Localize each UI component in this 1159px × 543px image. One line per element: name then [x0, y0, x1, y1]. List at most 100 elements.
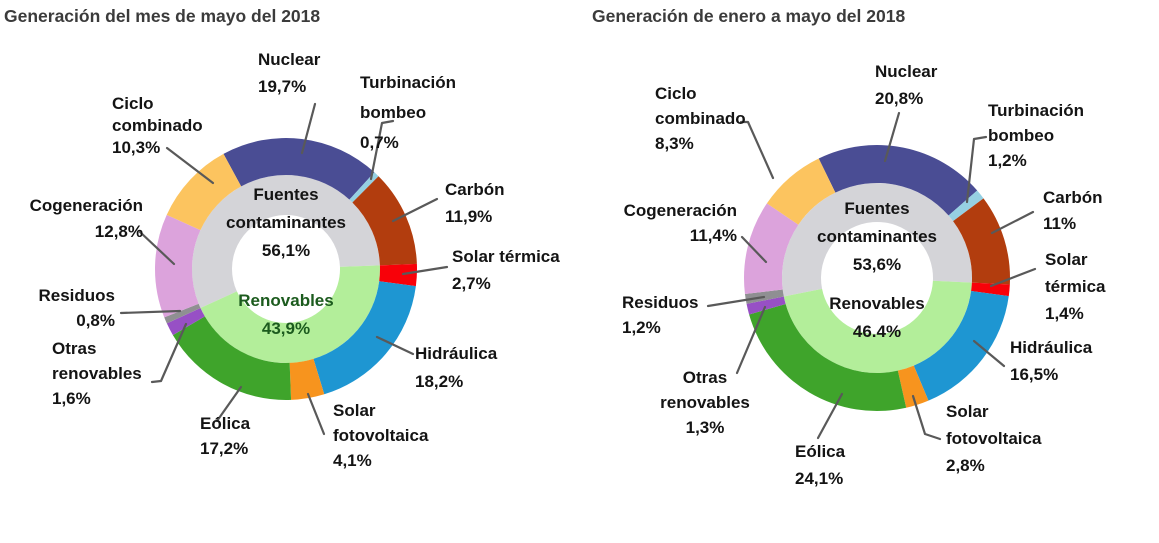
- leader-cogeneracion-0: [138, 230, 176, 266]
- label-line: térmica: [1045, 277, 1106, 296]
- label-line: Solar: [333, 401, 376, 420]
- center-label-line: contaminantes: [226, 213, 346, 232]
- center-label-line: Renovables: [829, 294, 925, 313]
- label-residuos-1: Residuos 1,2%: [622, 290, 699, 340]
- center-label-renovables-1: Renovables 46.4%: [829, 290, 924, 346]
- slice-carbon-1: [953, 198, 1010, 285]
- label-line: 0,7%: [360, 133, 399, 152]
- label-line: Solar térmica: [452, 247, 560, 266]
- label-otras-renovables-0: Otras renovables 1,6%: [52, 336, 142, 411]
- label-line: 10,3%: [112, 138, 161, 157]
- slice-ciclo-combinado-0: [166, 153, 242, 231]
- label-line: Ciclo: [112, 94, 154, 113]
- slice-residuos-0: [164, 303, 201, 324]
- center-label-line: 56,1%: [261, 241, 311, 260]
- leader-otras-renovables-1: [735, 305, 767, 375]
- label-line: 24,1%: [795, 469, 844, 488]
- label-line: Turbinación: [988, 101, 1085, 120]
- label-line: Ciclo: [655, 84, 697, 103]
- label-solar-fotovoltaica-0: Solar fotovoltaica 4,1%: [333, 398, 428, 473]
- inner-ring-renovables-0: [200, 265, 381, 364]
- label-line: renovables: [660, 393, 750, 412]
- slice-ciclo-combinado-1: [766, 158, 836, 225]
- slice-solar-fotovoltaica-0: [289, 358, 325, 400]
- label-line: 0,8%: [76, 311, 115, 330]
- label-line: Solar: [946, 402, 989, 421]
- center-label-line: Renovables: [238, 291, 334, 310]
- label-residuos-0: Residuos 0,8%: [38, 283, 115, 333]
- center-label-renovables-0: Renovables 43,9%: [238, 287, 333, 343]
- slice-eolica-1: [749, 304, 907, 412]
- leader-nuclear-1: [883, 111, 901, 163]
- slice-solar-fotovoltaica-1: [897, 365, 929, 408]
- label-otras-renovables-1: Otras renovables 1,3%: [660, 365, 750, 440]
- label-eolica-0: Eólica 17,2%: [200, 411, 250, 461]
- slice-otras-renovables-0: [166, 308, 205, 336]
- label-line: combinado: [655, 109, 746, 128]
- label-line: Residuos: [622, 293, 699, 312]
- slice-solar-termica-1: [971, 282, 1010, 297]
- label-line: Hidráulica: [1010, 338, 1093, 357]
- slice-hidraulica-0: [313, 281, 416, 395]
- leader-cogeneracion-1: [740, 235, 768, 264]
- leader-nuclear-0: [300, 102, 317, 155]
- slice-otras-renovables-1: [746, 296, 786, 315]
- center-label-line: Fuentes: [253, 185, 319, 204]
- center-label-line: Fuentes: [844, 199, 910, 218]
- label-ciclo-combinado-0: Ciclo combinado 10,3%: [112, 93, 203, 159]
- leader-otras-renovables-0: [150, 322, 188, 384]
- label-line: Eólica: [200, 414, 251, 433]
- leader-hidraulica-0: [375, 335, 415, 356]
- slice-carbon-0: [352, 176, 417, 266]
- leader-solar-fotovoltaica-1: [911, 394, 942, 441]
- label-line: Turbinación: [360, 73, 457, 92]
- center-label-line: 53,6%: [852, 255, 902, 274]
- label-line: 19,7%: [258, 77, 307, 96]
- chart-title-may-2018: Generación del mes de mayo del 2018: [4, 6, 321, 26]
- center-label-line: 46.4%: [852, 322, 902, 341]
- label-turbinacion-bombeo-1: Turbinación bombeo 1,2%: [988, 98, 1084, 173]
- label-line: 1,4%: [1045, 304, 1084, 323]
- inner-ring-contaminantes-0: [192, 175, 380, 309]
- label-line: Otras: [682, 368, 728, 387]
- leader-ciclo-combinado-1: [739, 120, 775, 180]
- label-cogeneracion-0: Cogeneración 12,8%: [30, 193, 143, 245]
- label-line: 1,2%: [988, 151, 1027, 170]
- leader-turbinacion-bombeo-0: [369, 119, 395, 181]
- leader-solar-fotovoltaica-0: [306, 392, 326, 436]
- label-line: 2,8%: [946, 456, 985, 475]
- label-line: Cogeneración: [623, 201, 737, 220]
- slice-nuclear-0: [223, 137, 375, 200]
- label-eolica-1: Eólica 24,1%: [795, 438, 845, 492]
- slice-solar-termica-0: [379, 263, 417, 287]
- leader-residuos-0: [119, 309, 182, 315]
- label-line: 18,2%: [415, 372, 464, 391]
- leader-solar-termica-0: [401, 265, 449, 276]
- label-line: 1,2%: [622, 318, 661, 337]
- label-line: 1,3%: [685, 418, 725, 437]
- leader-residuos-1: [706, 295, 766, 308]
- label-hidraulica-1: Hidráulica 16,5%: [1010, 334, 1092, 388]
- label-line: 8,3%: [655, 134, 694, 153]
- label-turbinacion-bombeo-0: Turbinación bombeo 0,7%: [360, 68, 456, 158]
- slice-turbinacion-bombeo-1: [948, 190, 984, 222]
- label-ciclo-combinado-1: Ciclo combinado 8,3%: [655, 81, 746, 156]
- label-line: 2,7%: [452, 274, 491, 293]
- leader-turbinacion-bombeo-1: [965, 135, 988, 204]
- label-line: 16,5%: [1010, 365, 1059, 384]
- label-line: 20,8%: [875, 89, 924, 108]
- label-line: Otras: [52, 339, 97, 358]
- center-label-fuentes-contaminantes-1: Fuentes contaminantes 53,6%: [817, 195, 937, 279]
- slice-eolica-0: [172, 316, 292, 400]
- label-line: bombeo: [988, 126, 1055, 145]
- leader-carbon-1: [990, 210, 1035, 235]
- label-carbon-0: Carbón 11,9%: [445, 176, 505, 230]
- slice-hidraulica-1: [913, 290, 1009, 401]
- label-line: fotovoltaica: [946, 429, 1042, 448]
- label-line: Carbón: [1043, 188, 1103, 207]
- label-line: 4,1%: [333, 451, 372, 470]
- label-line: Residuos: [38, 286, 115, 305]
- label-carbon-1: Carbón 11%: [1043, 185, 1103, 237]
